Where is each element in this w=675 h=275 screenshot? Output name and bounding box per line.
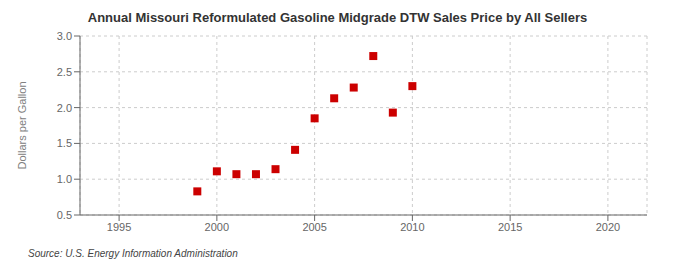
svg-text:2005: 2005: [302, 221, 326, 233]
svg-text:2010: 2010: [400, 221, 424, 233]
svg-text:2000: 2000: [205, 221, 229, 233]
svg-text:1.5: 1.5: [57, 137, 72, 149]
svg-text:3.0: 3.0: [57, 30, 72, 42]
svg-text:2020: 2020: [596, 221, 620, 233]
svg-text:1995: 1995: [107, 221, 131, 233]
svg-text:0.5: 0.5: [57, 209, 72, 221]
svg-text:2.5: 2.5: [57, 66, 72, 78]
html-text:Source: U.S. Energy Informatio: Source: U.S. Energy Information Administ…: [28, 248, 238, 259]
svg-text:2.0: 2.0: [57, 102, 72, 114]
svg-text:Dollars per Gallon: Dollars per Gallon: [16, 81, 28, 169]
svg-text:1.0: 1.0: [57, 173, 72, 185]
svg-text:2015: 2015: [498, 221, 522, 233]
html-text:Annual Missouri Reformulated G: Annual Missouri Reformulated Gasoline Mi…: [87, 10, 588, 25]
